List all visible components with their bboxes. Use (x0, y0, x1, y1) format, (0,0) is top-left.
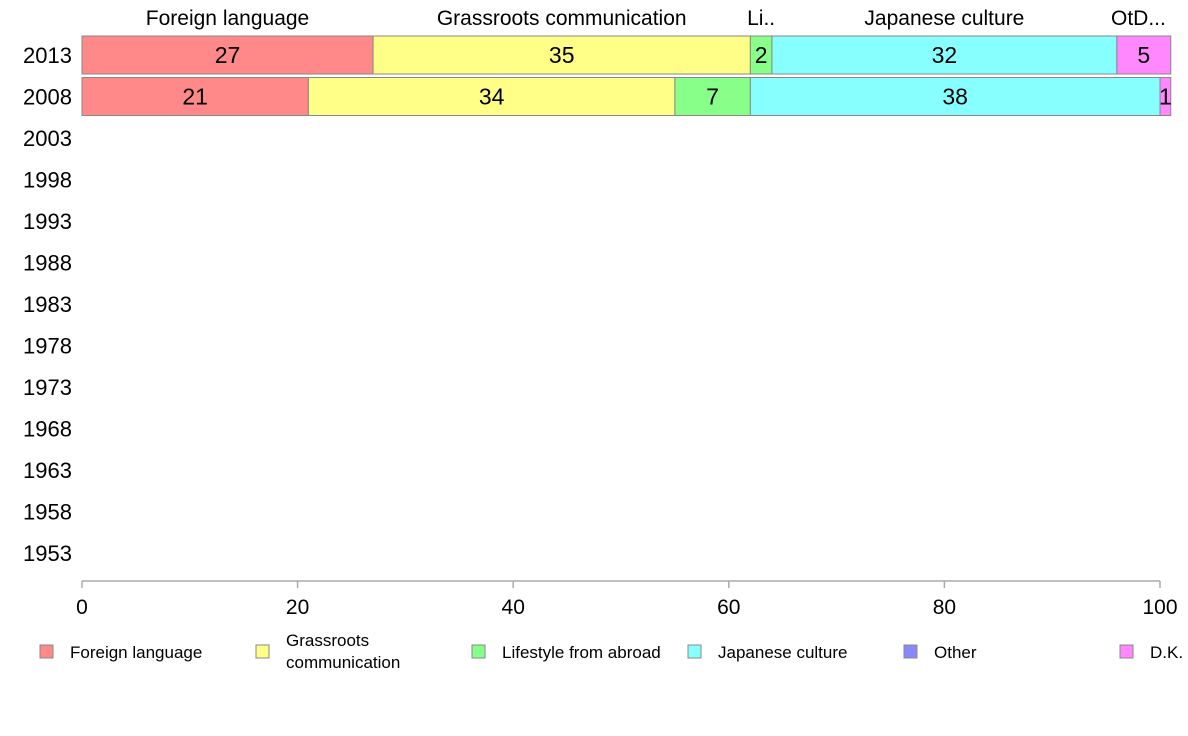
legend-label: Japanese culture (718, 643, 847, 662)
bar-value-label: 27 (215, 42, 241, 68)
x-tick-label: 0 (76, 596, 88, 619)
top-segment-label: Grassroots communication (437, 7, 687, 30)
legend-label: Lifestyle from abroad (502, 643, 661, 662)
category-label-1958: 1958 (23, 500, 72, 525)
legend-swatch (39, 644, 54, 659)
legend-label: Foreign language (70, 643, 202, 662)
bar-value-label: 1 (1159, 84, 1172, 110)
x-axis: 0 20 40 60 80 100 (76, 580, 1178, 619)
x-tick-label: 20 (286, 596, 309, 619)
bar-segment-2013-3 (771, 35, 1118, 75)
x-tick-label: 60 (717, 596, 740, 619)
bar-value-label: 34 (479, 84, 505, 110)
legend-label: D.K. (1150, 643, 1183, 662)
top-segment-label: OtD... (1111, 7, 1166, 30)
category-label-1978: 1978 (23, 334, 72, 359)
bar-segment-2013-5 (1116, 35, 1172, 75)
legend-label: Grassroots communication (286, 631, 400, 672)
top-segment-label: Li.. (747, 7, 775, 30)
bar-segment-2013-0 (81, 35, 374, 75)
category-label-2013: 2013 (23, 43, 72, 68)
category-label-1963: 1963 (23, 458, 72, 483)
legend-swatch (1119, 644, 1134, 659)
bar-value-label: 21 (182, 84, 208, 110)
bar-value-label: 38 (942, 84, 968, 110)
category-label-1993: 1993 (23, 209, 72, 234)
top-segment-label: Japanese culture (864, 7, 1024, 30)
category-label-1983: 1983 (23, 292, 72, 317)
bar-segment-2008-0 (81, 77, 309, 116)
category-label-1998: 1998 (23, 168, 72, 193)
legend-swatch (687, 644, 702, 659)
legend-swatch (471, 644, 486, 659)
legend-swatch (903, 644, 918, 659)
legend-swatch (255, 644, 270, 659)
bar-value-label: 5 (1137, 42, 1150, 68)
legend: Foreign language Grassroots communication L… (39, 631, 1183, 672)
x-tick-label: 100 (1142, 596, 1177, 619)
category-label-2003: 2003 (23, 126, 72, 151)
category-label-1968: 1968 (23, 417, 72, 442)
bar-value-label: 32 (932, 42, 958, 68)
x-tick-label: 40 (502, 596, 525, 619)
category-labels: 2013 2008 2003 1998 1993 1988 1983 1978 1973 1968… (23, 43, 72, 566)
category-label-1953: 1953 (23, 541, 72, 566)
bar-segment-2008-1 (307, 77, 676, 116)
bars: 27 35 2 32 5 21 34 7 38 1 (81, 35, 1172, 116)
legend-label: Other (934, 643, 977, 662)
bar-segment-2008-3 (749, 77, 1161, 116)
x-tick-label: 80 (933, 596, 956, 619)
bar-value-label: 7 (706, 84, 719, 110)
bar-value-label: 35 (549, 42, 575, 68)
bar-segment-2008-5 (1159, 77, 1172, 116)
category-label-1988: 1988 (23, 251, 72, 276)
top-segment-label: Foreign language (146, 7, 309, 30)
bar-value-label: 2 (755, 42, 768, 68)
category-label-1973: 1973 (23, 375, 72, 400)
category-label-2008: 2008 (23, 85, 72, 110)
bar-segment-2013-1 (372, 35, 751, 75)
top-labels: Foreign language Grassroots communication… (146, 7, 1166, 30)
